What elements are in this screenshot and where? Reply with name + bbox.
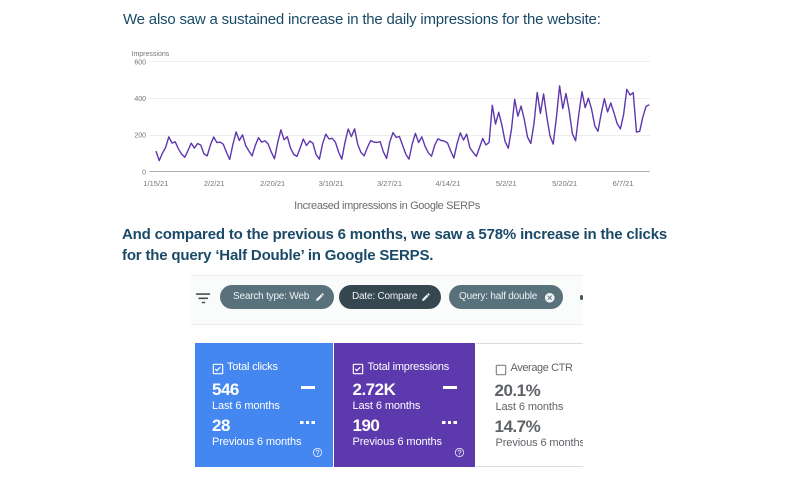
svg-text:2/20/21: 2/20/21 <box>260 179 285 188</box>
svg-text:4/14/21: 4/14/21 <box>435 179 460 188</box>
svg-text:Impressions: Impressions <box>132 51 170 58</box>
svg-text:600: 600 <box>134 60 146 67</box>
svg-text:2/2/21: 2/2/21 <box>204 179 225 188</box>
svg-text:5/2/21: 5/2/21 <box>496 179 517 188</box>
svg-text:6/7/21: 6/7/21 <box>613 179 634 188</box>
svg-text:5/20/21: 5/20/21 <box>552 179 577 188</box>
svg-text:3/10/21: 3/10/21 <box>319 179 344 188</box>
svg-text:3/27/21: 3/27/21 <box>377 179 402 188</box>
svg-text:0: 0 <box>142 170 146 177</box>
svg-text:1/15/21: 1/15/21 <box>143 179 168 188</box>
svg-text:400: 400 <box>134 96 146 103</box>
svg-text:200: 200 <box>134 133 146 140</box>
